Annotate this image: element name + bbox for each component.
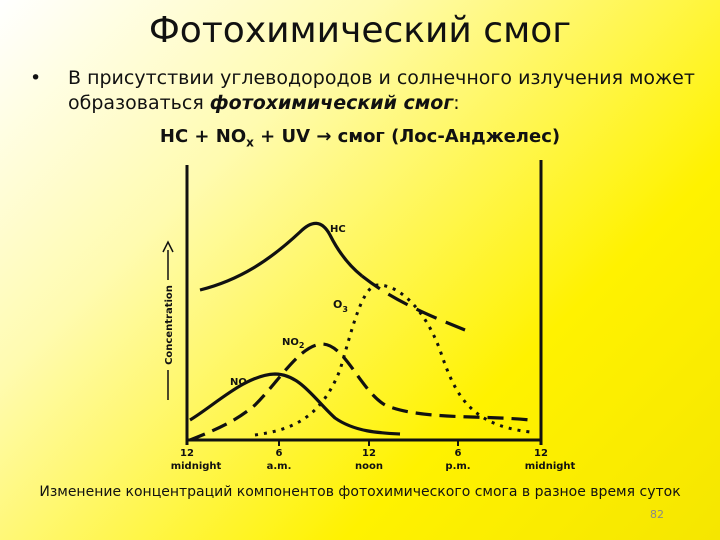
no2-curve [189,342,531,442]
x-label-top: 12 [362,448,376,459]
formula-sub: x [246,135,254,150]
formula-part: HC + NO [159,126,247,147]
x-label-bottom: noon [355,461,383,472]
x-label-top: 12 [534,448,548,459]
curves [189,221,531,442]
x-label-bottom: midnight [525,461,576,472]
x-label-bottom: a.m. [267,461,292,472]
curve-label: NO2 [282,337,304,350]
page-number: 82 [650,508,664,521]
curve-label-sub: 3 [342,305,348,314]
curve-label: HC [330,224,346,235]
bullet: • В присутствии углеводородов и солнечног… [30,67,695,114]
x-labels: 12 midnight 6 a.m. 12 noon 6 p.m. 12 mid… [171,448,576,472]
bullet-emphasis: фотохимический смог [209,92,454,114]
x-label-top: 12 [180,448,194,459]
frame [162,160,543,446]
x-label-top: 6 [455,448,462,459]
no-curve [189,372,401,436]
title: Фотохимический смог [148,10,572,51]
curve-label: O3 [333,298,348,314]
curve-label-text: NO [282,337,299,348]
bullet-end: : [453,92,460,114]
x-label-top: 6 [276,448,283,459]
curve-label-text: O [333,298,342,311]
x-label-bottom: midnight [171,461,222,472]
y-label: Concentration [164,285,175,365]
caption: Изменение концентраций компонентов фотох… [39,484,681,500]
formula: HC + NOx + UV → смог (Лос-Анджелес) [0,126,720,150]
curve-label-sub: 2 [299,341,305,350]
hc-tail [361,274,466,332]
curve-label: NO [230,377,247,388]
formula-part: + UV → смог (Лос-Анджелес) [253,126,561,147]
o3-curve [254,283,531,437]
hc-curve [199,221,364,292]
figure: Concentration HC O3 NO2 NO 12 midnight 6… [162,160,576,472]
x-label-bottom: p.m. [445,461,470,472]
bullet-text: В присутствии углеводородов и солнечного… [68,67,695,114]
